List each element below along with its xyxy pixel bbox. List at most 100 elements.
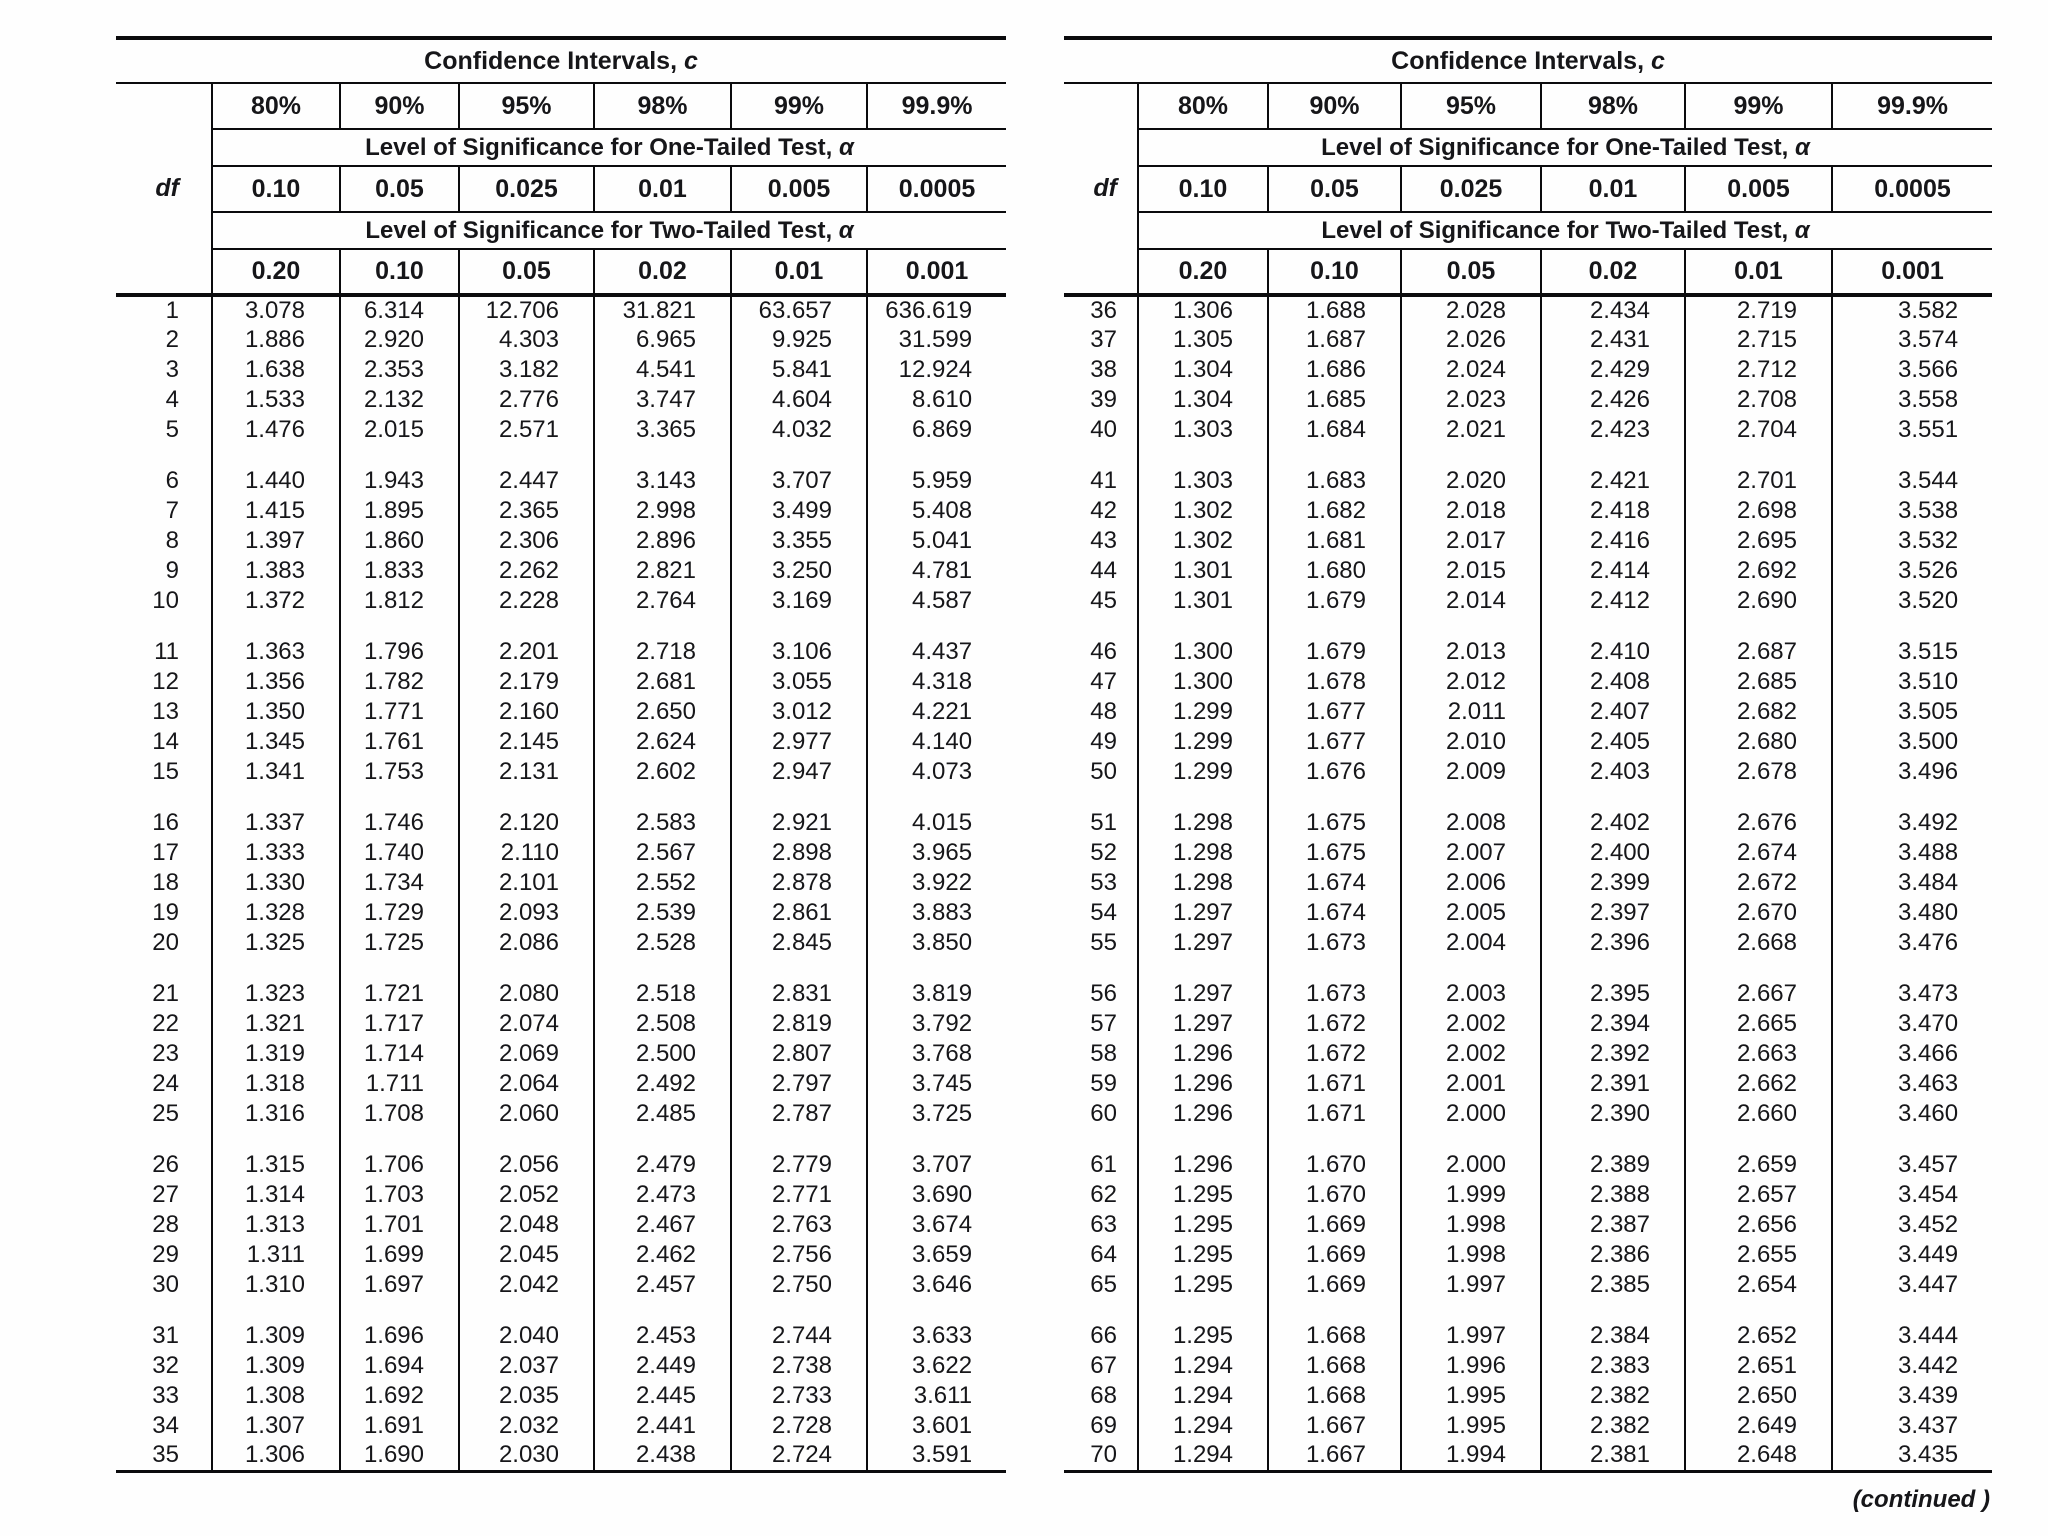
gap-cell [1138, 958, 1269, 979]
t-value-cell: 1.672 [1268, 1039, 1402, 1069]
t-value-cell: 1.677 [1268, 697, 1402, 727]
t-value-cell: 1.303 [1138, 466, 1269, 496]
alpha-symbol: α [838, 216, 854, 244]
t-value-cell: 3.449 [1897, 1241, 1959, 1268]
t-value-cell: 5.408 [911, 497, 973, 524]
t-value-cell: 3.690 [911, 1181, 973, 1208]
t-value-cell: 1.734 [340, 868, 460, 898]
t-value-cell: 1.297 [1138, 898, 1269, 928]
t-value-cell: 1.296 [1138, 1099, 1269, 1129]
t-value-cell: 4.318 [911, 668, 973, 695]
t-value-cell: 1.300 [1138, 667, 1269, 697]
table-row: 56 1.297 1.673 2.003 2.395 2.667 3.473 [1064, 979, 1992, 1009]
t-value-cell: 2.771 [731, 1180, 868, 1210]
df-cell: 42 [1064, 496, 1139, 526]
t-value-cell: 1.678 [1268, 667, 1402, 697]
t-value-cell: 3.819 [911, 980, 973, 1007]
t-value-cell: 4.073 [911, 758, 973, 785]
gap-cell [459, 616, 595, 637]
t-value-cell: 2.365 [459, 496, 595, 526]
t-value-cell: 2.508 [594, 1009, 732, 1039]
table-row: 8 1.397 1.860 2.306 2.896 3.355 5.041 [116, 526, 1006, 556]
t-value-cell: 3.435 [1897, 1441, 1959, 1469]
t-value-cell: 3.745 [911, 1070, 973, 1097]
t-value-cell: 3.725 [911, 1100, 973, 1127]
t-value-cell: 1.314 [212, 1180, 341, 1210]
header-cell: 0.20 [211, 249, 341, 297]
t-value-cell: 2.662 [1685, 1069, 1833, 1099]
t-value-cell: 1.301 [1138, 586, 1269, 616]
one-tailed-alphas-row: 0.10 0.05 0.025 0.01 0.005 0.0005 [116, 166, 1007, 213]
table-title-text: Confidence Intervals, [424, 46, 684, 75]
t-value-cell: 1.680 [1268, 556, 1402, 586]
t-value-cell: 2.392 [1541, 1039, 1686, 1069]
t-value-cell: 2.262 [459, 556, 595, 586]
header-cell: 99.9% [1830, 83, 1993, 130]
header-cell: 99.9% [865, 83, 1007, 130]
t-value-cell: 2.571 [459, 415, 595, 445]
t-value-cell: 1.315 [212, 1150, 341, 1180]
t-value-cell: 2.385 [1541, 1270, 1686, 1300]
t-value-cell: 3.355 [731, 526, 868, 556]
t-value-cell: 2.698 [1685, 496, 1833, 526]
t-value-cell: 2.412 [1541, 586, 1686, 616]
t-value-cell: 3.601 [911, 1412, 973, 1439]
group-gap-row [116, 616, 1006, 637]
table-row: 3 1.638 2.353 3.182 4.541 5.841 12.924 [116, 355, 1006, 385]
t-value-cell: 2.687 [1685, 637, 1833, 667]
t-value-cell: 2.395 [1541, 979, 1686, 1009]
t-value-cell: 2.383 [1541, 1351, 1686, 1381]
two-tailed-alphas-row: 0.20 0.10 0.05 0.02 0.01 0.001 [1064, 249, 1993, 297]
t-value-cell: 1.995 [1401, 1381, 1542, 1411]
t-distribution-table-right: Confidence Intervals, c df 80% 90% 95% 98% 9… [1064, 36, 1993, 1473]
confidence-levels-row: df 80% 90% 95% 98% 99% 99.9% [116, 83, 1007, 297]
df-cell: 33 [116, 1381, 213, 1411]
table-row: 64 1.295 1.669 1.998 2.386 2.655 3.449 [1064, 1240, 1992, 1270]
t-value-cell: 1.310 [212, 1270, 341, 1300]
table-row: 31 1.309 1.696 2.040 2.453 2.744 3.633 [116, 1321, 1006, 1351]
t-value-cell: 4.140 [911, 728, 973, 755]
gap-cell [1064, 445, 1139, 466]
table-row: 51 1.298 1.675 2.008 2.402 2.676 3.492 [1064, 808, 1992, 838]
t-value-cell: 2.449 [594, 1351, 732, 1381]
t-value-cell: 2.861 [731, 898, 868, 928]
df-cell: 36 [1064, 295, 1139, 325]
t-value-cell: 3.510 [1897, 668, 1959, 695]
table-title: Confidence Intervals, c [1064, 36, 1993, 84]
gap-cell [1064, 787, 1139, 808]
table-row: 25 1.316 1.708 2.060 2.485 2.787 3.725 [116, 1099, 1006, 1129]
df-cell: 67 [1064, 1351, 1139, 1381]
t-value-cell: 3.792 [911, 1010, 973, 1037]
t-value-cell: 1.687 [1268, 325, 1402, 355]
table-row: 28 1.313 1.701 2.048 2.467 2.763 3.674 [116, 1210, 1006, 1240]
t-value-cell: 2.681 [594, 667, 732, 697]
header-cell: 0.02 [1540, 249, 1686, 297]
confidence-levels-row: df 80% 90% 95% 98% 99% 99.9% [1064, 83, 1993, 297]
gap-cell [1832, 1129, 1992, 1150]
t-value-cell: 1.297 [1138, 928, 1269, 958]
t-value-cell: 2.682 [1685, 697, 1833, 727]
t-value-cell: 2.086 [459, 928, 595, 958]
table-row: 19 1.328 1.729 2.093 2.539 2.861 3.883 [116, 898, 1006, 928]
t-value-cell: 2.500 [594, 1039, 732, 1069]
table-title-variable: c [683, 46, 698, 75]
t-value-cell: 3.476 [1897, 929, 1959, 956]
df-cell: 12 [116, 667, 213, 697]
df-cell: 59 [1064, 1069, 1139, 1099]
table-row: 9 1.383 1.833 2.262 2.821 3.250 4.781 [116, 556, 1006, 586]
t-value-cell: 1.350 [212, 697, 341, 727]
t-value-cell: 2.652 [1685, 1321, 1833, 1351]
t-value-cell: 2.403 [1541, 757, 1686, 787]
t-value-cell: 2.724 [731, 1441, 868, 1471]
t-value-cell: 2.402 [1541, 808, 1686, 838]
t-value-cell: 3.558 [1897, 386, 1959, 413]
gap-cell [1064, 1300, 1139, 1321]
gap-cell [459, 958, 595, 979]
t-value-cell: 1.997 [1401, 1321, 1542, 1351]
t-value-cell: 1.299 [1138, 757, 1269, 787]
group-gap-row [1064, 1129, 1992, 1150]
table-row: 24 1.318 1.711 2.064 2.492 2.797 3.745 [116, 1069, 1006, 1099]
df-cell: 15 [116, 757, 213, 787]
t-value-cell: 2.382 [1541, 1411, 1686, 1441]
t-value-cell: 2.719 [1685, 295, 1833, 325]
